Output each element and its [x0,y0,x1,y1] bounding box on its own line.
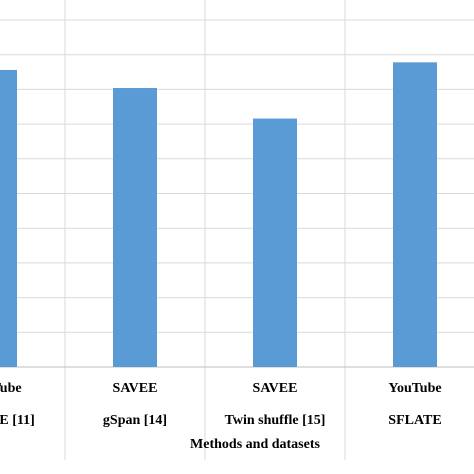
category-method-label: Twin shuffle [15] [225,413,326,428]
category-dataset-label: YouTube [388,381,441,396]
category-dataset-label: SAVEE [253,381,298,396]
x-axis-title: Methods and datasets [190,437,320,452]
bar-0 [0,69,17,367]
bar-3 [393,62,437,368]
category-dataset-label: YouTube [0,381,22,396]
category-dividers [64,0,346,460]
category-labels: YouTube SFLATE [11] SAVEE gSpan [14] SAVEE Tw… [0,381,442,428]
category-method-label: gSpan [14] [103,413,167,428]
bars [0,62,437,368]
gridlines [0,19,474,333]
category-dataset-label: SAVEE [113,381,158,396]
category-method-label: SFLATE [388,413,441,428]
category-method-label: SFLATE [11] [0,413,35,428]
bar-2 [253,118,297,367]
bar-1 [113,88,157,368]
